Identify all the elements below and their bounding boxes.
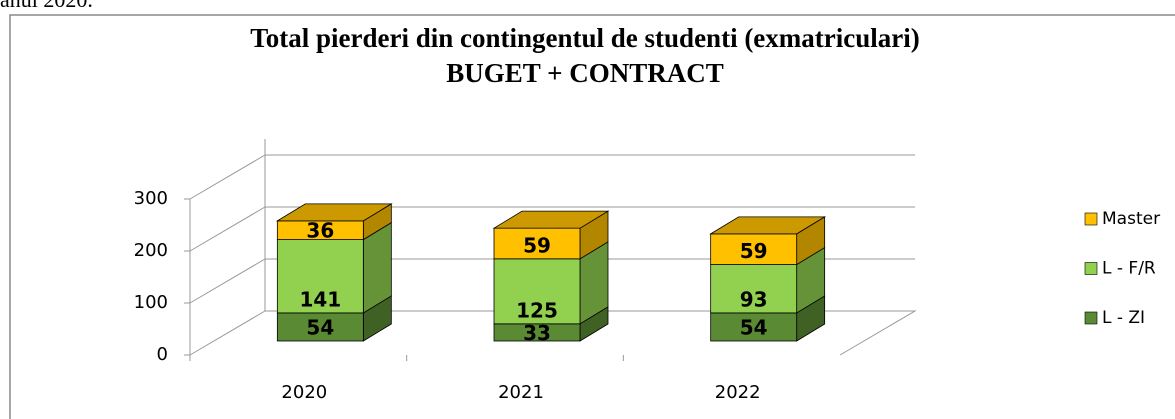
bar-top (709, 216, 827, 235)
data-label: 54 (740, 316, 768, 340)
bar-front (710, 264, 798, 314)
data-label: 33 (523, 321, 551, 345)
x-tick-label: 2021 (498, 382, 544, 403)
chart-title: BUGET + CONTRACT (446, 58, 723, 88)
bar-segment (276, 295, 392, 342)
legend-label: L - F/R (1102, 259, 1156, 279)
grid-line (189, 154, 915, 200)
page-text: anul 2020. (0, 0, 93, 12)
data-label: 59 (740, 239, 768, 263)
bar-segment (710, 246, 826, 314)
bar-segment (276, 221, 392, 314)
bar-front (276, 239, 364, 314)
legend-swatch (1084, 311, 1098, 325)
y-tick-label: 300 (134, 188, 168, 209)
grid-line (189, 206, 915, 252)
bar-segment (492, 210, 610, 260)
bar-segment (493, 306, 609, 342)
bar-top (492, 210, 610, 229)
legend-swatch (1084, 212, 1098, 226)
grid-line (189, 258, 915, 304)
bar-segment (275, 203, 393, 241)
data-label: 125 (516, 298, 558, 322)
data-label: 54 (306, 316, 334, 340)
legend-swatch (1084, 262, 1098, 275)
x-tick-label: 2020 (281, 382, 327, 403)
bar-top (275, 203, 393, 222)
data-label: 36 (306, 219, 334, 243)
data-label: 59 (523, 233, 551, 257)
y-tick-label: 100 (134, 292, 168, 313)
y-tick-label: 0 (157, 344, 168, 365)
y-tick-label: 200 (134, 240, 168, 261)
data-label: 93 (740, 287, 768, 311)
bar-front (493, 258, 581, 325)
bar-front (710, 233, 798, 265)
legend-label: Master (1102, 209, 1160, 229)
bar-segment (709, 216, 827, 266)
bar-segment (493, 241, 609, 325)
chart-title: Total pierderi din contingentul de stude… (250, 23, 920, 53)
legend-label: L - ZI (1102, 308, 1145, 328)
bar-front (276, 312, 364, 342)
x-tick-label: 2022 (715, 382, 761, 403)
bar-front (493, 227, 581, 260)
data-label: 141 (299, 287, 341, 311)
bar-front (710, 312, 798, 342)
